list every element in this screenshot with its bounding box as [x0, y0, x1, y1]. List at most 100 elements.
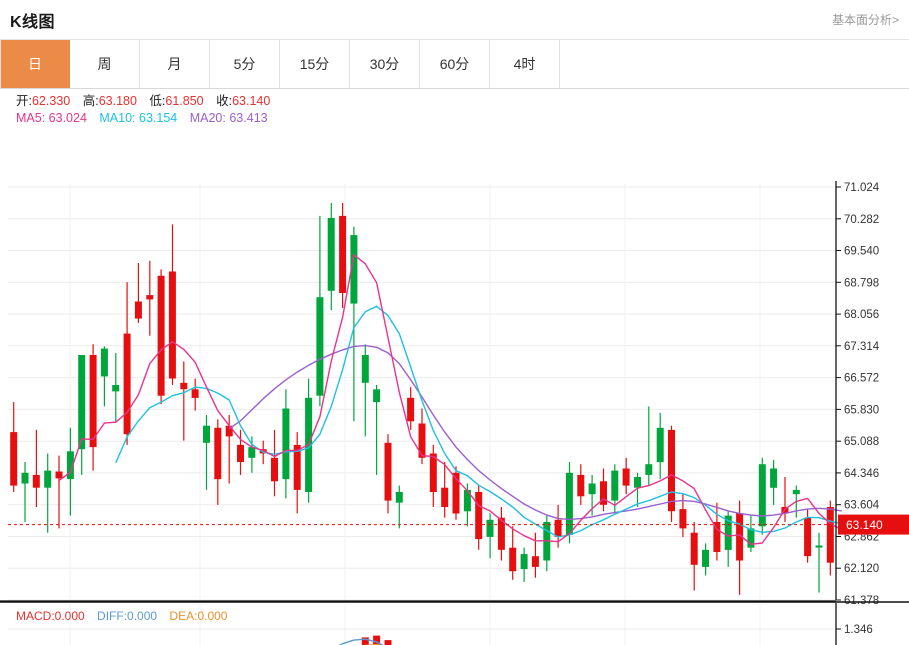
tab-60min[interactable]: 60分 — [420, 40, 490, 88]
price-tick-label: 70.282 — [844, 214, 879, 226]
candle-body — [225, 425, 233, 437]
candle-body — [214, 427, 222, 480]
candle-body — [146, 295, 154, 300]
page-title: K线图 — [10, 13, 56, 31]
candle-body — [55, 471, 63, 479]
candle-body — [293, 444, 301, 490]
candle-body — [497, 517, 505, 550]
ma10-line — [115, 305, 842, 538]
candle-body — [203, 425, 210, 443]
candle-body — [622, 468, 630, 486]
price-tick-label: 65.088 — [844, 436, 879, 448]
kline-chart-svg[interactable]: 71.024 70.282 69.540 68.798 68.056 67.314 66.5… — [0, 89, 909, 645]
tab-day[interactable]: 日 — [0, 40, 70, 88]
tabbar-filler — [560, 40, 909, 88]
candle-body — [407, 397, 415, 422]
candle-body — [89, 355, 97, 448]
candle-body — [327, 218, 335, 291]
candle-body — [168, 271, 176, 379]
candle-body — [611, 470, 619, 501]
price-tick-label: 71.024 — [844, 182, 880, 194]
candle-body — [112, 385, 120, 392]
candle-body — [600, 481, 607, 505]
candle-body — [44, 470, 52, 488]
candle-body — [237, 444, 244, 462]
candle-body — [577, 474, 585, 497]
price-tick-label: 61.378 — [844, 595, 879, 607]
page-header: K线图 基本面分析> — [0, 0, 909, 40]
ma5-line — [58, 254, 843, 545]
macd-histogram-bar — [361, 637, 369, 645]
candle-body — [463, 489, 471, 512]
candle-body — [452, 472, 460, 514]
candle-body — [361, 355, 369, 383]
candle-body — [191, 389, 199, 398]
candle-body — [656, 427, 664, 463]
candle-body — [66, 451, 74, 480]
candle-body — [702, 549, 709, 567]
candle-body — [531, 556, 539, 567]
price-tick-label: 68.798 — [844, 277, 879, 289]
candle-body — [418, 423, 426, 458]
chart-area[interactable]: 71.024 70.282 69.540 68.798 68.056 67.314 66.5… — [0, 89, 909, 645]
candle-body — [21, 472, 29, 484]
price-tick-label: 67.314 — [844, 341, 880, 353]
price-tick-label: 62.120 — [844, 563, 879, 575]
candle-body — [770, 468, 778, 488]
candle-body — [180, 382, 188, 390]
price-tick-label: 65.830 — [844, 404, 879, 416]
candle-body — [792, 489, 800, 495]
candle-body — [758, 464, 766, 527]
ma20-line — [228, 344, 842, 521]
candle-body — [565, 472, 573, 535]
candle-body — [395, 492, 403, 503]
macd-histogram-bar — [384, 640, 392, 645]
candle-body — [32, 474, 40, 488]
candle-body — [509, 547, 517, 572]
candle-body — [588, 483, 596, 495]
candle-body — [78, 355, 86, 450]
macd-histogram-bar — [373, 635, 381, 645]
macd-tick-label: 1.346 — [844, 624, 873, 636]
candle-body — [157, 275, 165, 396]
candle-body — [441, 487, 449, 507]
candle-body — [736, 513, 744, 561]
candle-body — [520, 554, 528, 570]
candle-body — [486, 519, 494, 537]
diff-line — [338, 638, 384, 645]
price-tick-label: 69.540 — [844, 246, 879, 258]
candle-body — [668, 429, 675, 512]
candle-body — [747, 528, 755, 548]
candle-body — [259, 449, 267, 454]
tab-15min[interactable]: 15分 — [280, 40, 350, 88]
candle-body — [429, 453, 437, 492]
candle-body — [384, 442, 392, 501]
candle-body — [690, 532, 698, 565]
candle-body — [724, 515, 732, 550]
price-tick-label: 68.056 — [844, 309, 879, 321]
tab-4hour[interactable]: 4时 — [490, 40, 560, 88]
tab-week[interactable]: 周 — [70, 40, 140, 88]
price-tick-label: 64.346 — [844, 468, 879, 480]
candle-body — [554, 519, 562, 537]
candle-body — [634, 477, 641, 488]
candle-body — [475, 492, 483, 540]
candle-body — [282, 408, 290, 480]
price-tick-label: 63.604 — [844, 500, 880, 512]
candle-body — [373, 389, 381, 403]
candle-body — [248, 447, 256, 458]
candle-body — [100, 348, 108, 377]
candle-body — [316, 297, 324, 396]
candle-body — [645, 464, 653, 475]
tab-30min[interactable]: 30分 — [350, 40, 420, 88]
candle-body — [123, 333, 131, 435]
tab-5min[interactable]: 5分 — [210, 40, 280, 88]
price-tick-label: 66.572 — [844, 373, 879, 385]
fundamental-analysis-link[interactable]: 基本面分析> — [831, 13, 899, 27]
candle-body — [679, 509, 687, 529]
current-price-badge-label: 63.140 — [846, 518, 883, 532]
candle-body — [134, 301, 142, 319]
candle-body — [826, 507, 834, 563]
tab-month[interactable]: 月 — [140, 40, 210, 88]
candle-body — [271, 457, 278, 482]
